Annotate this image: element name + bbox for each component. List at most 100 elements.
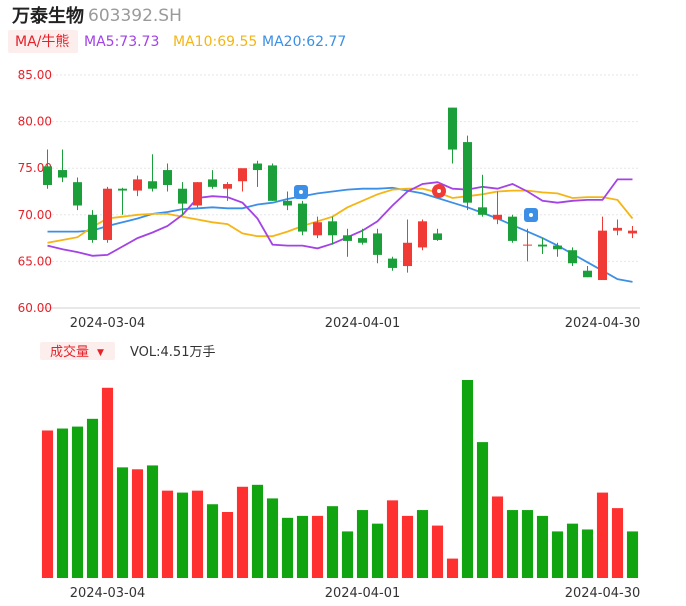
candle bbox=[238, 168, 247, 192]
volume-bar bbox=[356, 510, 369, 578]
candle bbox=[523, 228, 532, 262]
candle-body bbox=[418, 221, 427, 248]
candle-body bbox=[178, 188, 187, 204]
candle-body bbox=[163, 170, 172, 185]
candle bbox=[148, 154, 157, 192]
candle bbox=[208, 170, 217, 189]
ma20-label: MA20:62.77 bbox=[262, 34, 346, 50]
candle bbox=[163, 163, 172, 192]
candle-body bbox=[253, 163, 262, 171]
volume-bar bbox=[371, 523, 384, 578]
x-tick-label: 2024-04-30 bbox=[565, 316, 641, 331]
volume-bar bbox=[431, 525, 444, 578]
volume-bar bbox=[161, 490, 174, 578]
volume-bars bbox=[41, 380, 639, 578]
candle bbox=[328, 216, 337, 245]
candle-body bbox=[88, 214, 97, 240]
candle-body bbox=[463, 142, 472, 203]
volume-bar bbox=[296, 515, 309, 578]
candle-body bbox=[283, 200, 292, 206]
volume-bar bbox=[536, 515, 549, 578]
volume-tag[interactable]: 成交量 bbox=[50, 344, 89, 360]
volume-dropdown-icon[interactable]: ▼ bbox=[97, 348, 104, 358]
candle bbox=[118, 187, 127, 215]
candle bbox=[43, 149, 52, 189]
candle-body bbox=[403, 242, 412, 267]
x-tick-label: 2024-03-04 bbox=[70, 586, 146, 601]
candle bbox=[598, 216, 607, 281]
candle bbox=[538, 238, 547, 254]
volume-bar bbox=[566, 523, 579, 578]
event-marker-1[interactable] bbox=[294, 185, 308, 199]
event-marker-3[interactable] bbox=[524, 208, 538, 222]
candle-body bbox=[373, 233, 382, 255]
stock-code: 603392.SH bbox=[88, 6, 182, 26]
x-tick-label: 2024-04-01 bbox=[325, 586, 401, 601]
candle-body bbox=[208, 179, 217, 187]
volume-bar bbox=[71, 426, 84, 578]
candle bbox=[133, 175, 142, 197]
volume-bar bbox=[86, 418, 99, 578]
candle-body bbox=[103, 188, 112, 240]
volume-bar bbox=[506, 510, 519, 578]
candle bbox=[493, 191, 502, 225]
candle-body bbox=[538, 244, 547, 247]
candle bbox=[478, 174, 487, 217]
candle bbox=[448, 107, 457, 164]
ma5-label: MA5:73.73 bbox=[84, 34, 159, 50]
candle bbox=[268, 163, 277, 201]
candle bbox=[313, 216, 322, 239]
candle-body bbox=[433, 233, 442, 240]
candle-body bbox=[583, 270, 592, 278]
candle bbox=[553, 242, 562, 257]
volume-bar bbox=[326, 506, 339, 578]
candle-body bbox=[328, 221, 337, 236]
candle-body bbox=[193, 182, 202, 206]
candle-body bbox=[628, 230, 637, 234]
x-tick-label: 2024-04-01 bbox=[325, 316, 401, 331]
volume-bar bbox=[461, 380, 474, 578]
ma-lines bbox=[47, 178, 634, 283]
candle bbox=[508, 214, 517, 243]
candle-body bbox=[313, 222, 322, 236]
candle bbox=[388, 256, 397, 271]
volume-bar bbox=[116, 467, 129, 578]
event-marker-2[interactable] bbox=[432, 184, 446, 198]
candle-body bbox=[553, 245, 562, 250]
candle-body bbox=[568, 250, 577, 264]
volume-bar bbox=[611, 508, 624, 578]
candle-body bbox=[343, 235, 352, 241]
candle-body bbox=[268, 165, 277, 201]
volume-tag-bg bbox=[40, 342, 115, 360]
price-grid bbox=[40, 74, 640, 309]
ma-tag[interactable]: MA/牛熊 bbox=[15, 34, 69, 50]
candle-body bbox=[43, 166, 52, 185]
candle bbox=[463, 135, 472, 211]
volume-bar bbox=[521, 510, 534, 578]
ma10-line bbox=[47, 187, 634, 244]
candle bbox=[298, 200, 307, 236]
candle bbox=[568, 247, 577, 267]
volume-bar bbox=[251, 484, 264, 578]
candle-body bbox=[298, 203, 307, 232]
y-tick-label: 70.00 bbox=[18, 208, 52, 222]
candle bbox=[628, 225, 637, 239]
volume-bar bbox=[236, 486, 249, 578]
candle-body bbox=[223, 184, 232, 189]
candle bbox=[358, 228, 367, 245]
y-tick-label: 60.00 bbox=[18, 301, 52, 315]
candle bbox=[103, 186, 112, 243]
candle-body bbox=[238, 168, 247, 182]
candle-body bbox=[73, 182, 82, 206]
ma5-line bbox=[47, 178, 633, 257]
candle bbox=[403, 219, 412, 273]
volume-bar bbox=[341, 531, 354, 578]
volume-bar bbox=[206, 504, 219, 578]
volume-bar bbox=[101, 387, 114, 578]
candle-body bbox=[118, 188, 127, 191]
candle bbox=[88, 210, 97, 243]
candle-body bbox=[388, 258, 397, 268]
candle-body bbox=[148, 181, 157, 189]
y-tick-label: 80.00 bbox=[18, 115, 52, 129]
